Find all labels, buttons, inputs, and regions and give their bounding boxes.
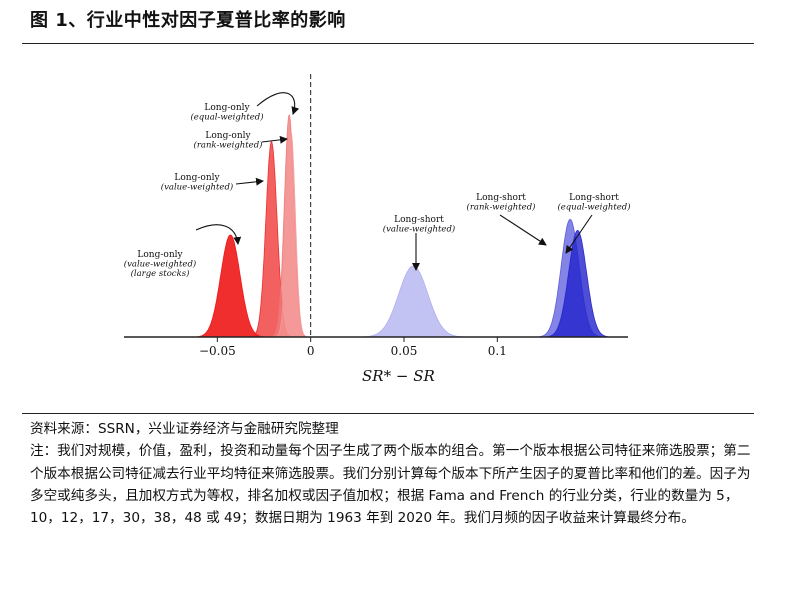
density-area-1 — [197, 234, 264, 338]
series-1-label-line-3: (large stocks) — [131, 268, 190, 279]
series-6-label-line-2: (rank-weighted) — [467, 202, 536, 213]
series-5-label-line-1: Long-short — [394, 215, 444, 225]
figure-title: 图 1、行业中性对因子夏普比率的影响 — [30, 10, 346, 31]
density-area-5 — [363, 265, 464, 338]
notes-rule — [22, 413, 754, 414]
sharpe-difference-chart: −0.05 0 0.05 0.1 SR* − SR Long-only(value-w… — [124, 74, 631, 385]
series-4-label-line-2: (equal-weighted) — [190, 112, 263, 123]
series-2-arrow — [235, 177, 264, 186]
x-axis-label: SR* − SR — [362, 367, 435, 385]
series-2-label-line-1: Long-only — [174, 173, 220, 183]
series-3-arrow — [261, 135, 288, 144]
series-1-label-line-2: (value-weighted) — [124, 259, 196, 270]
series-7-label-line-2: (equal-weighted) — [557, 202, 630, 213]
title-rule — [22, 43, 754, 44]
series-5-label-line-2: (value-weighted) — [383, 224, 455, 235]
series-3-label-line-2: (rank-weighted) — [194, 140, 263, 151]
series-4-label-line-1: Long-only — [204, 103, 250, 113]
series-6-label-line-1: Long-short — [476, 193, 526, 203]
series-6-arrow — [499, 214, 547, 246]
series-1-arrow — [195, 224, 242, 245]
series-3-label-line-1: Long-only — [205, 131, 251, 141]
source-note: 资料来源：SSRN，兴业证券经济与金融研究院整理 — [30, 421, 339, 437]
series-annotations: Long-only(value-weighted)(large stocks)L… — [124, 92, 631, 279]
series-4-arrow — [256, 92, 300, 115]
density-area-7 — [546, 229, 609, 338]
x-axis-ticks: −0.05 0 0.05 0.1 — [199, 337, 507, 358]
series-7-label-line-1: Long-short — [569, 193, 619, 203]
x-tick-label: 0.1 — [488, 344, 507, 358]
notes-block: 资料来源：SSRN，兴业证券经济与金融研究院整理 注：我们对规模，价值，盈利，投… — [30, 418, 760, 529]
density-area-4 — [276, 132, 307, 338]
method-note: 注：我们对规模，价值，盈利，投资和动量每个因子生成了两个版本的组合。第一个版本根… — [30, 443, 751, 527]
series-1-label-line-1: Long-only — [137, 250, 183, 260]
density-areas — [197, 114, 609, 338]
x-tick-label: 0.05 — [391, 344, 418, 358]
series-7-arrow — [565, 214, 593, 254]
series-2-label-line-2: (value-weighted) — [161, 182, 233, 193]
x-tick-label: 0 — [307, 344, 315, 358]
x-tick-label: −0.05 — [199, 344, 236, 358]
